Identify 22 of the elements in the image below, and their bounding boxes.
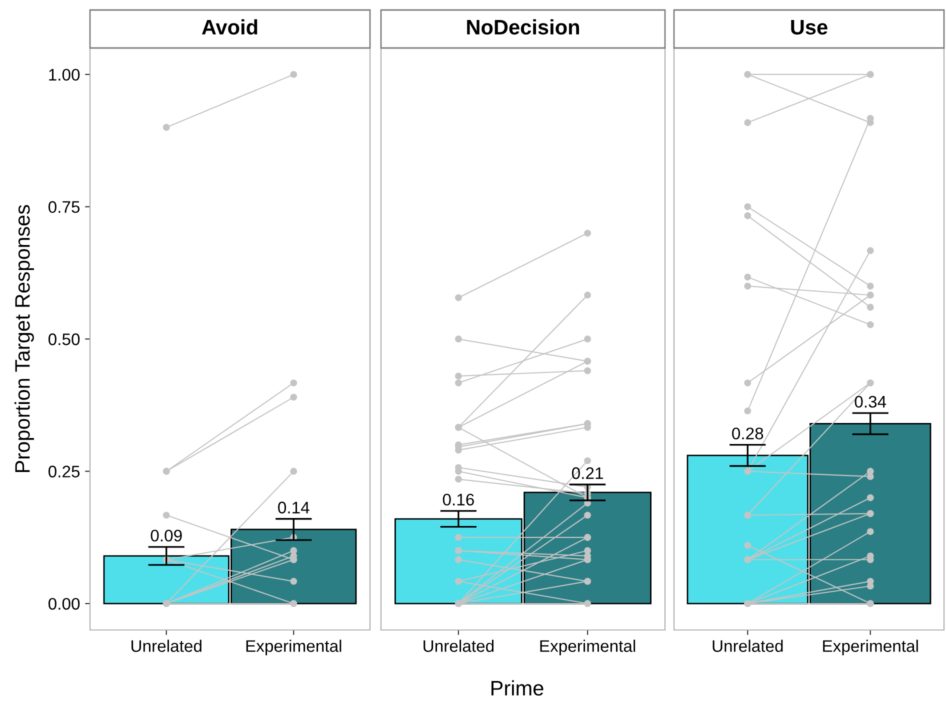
chart-title: Avoid	[202, 19, 258, 35]
data-label: 0.34	[854, 396, 886, 408]
data-label: 0.21	[572, 467, 603, 480]
x-tick-label: Unrelated	[424, 640, 494, 652]
chart-title: Use	[791, 20, 828, 35]
y-tick-label: 1.00	[49, 68, 80, 81]
x-tick-label: Unrelated	[712, 640, 783, 652]
y-tick-label: 0.50	[48, 333, 80, 346]
x-tick-label: Experimental	[823, 640, 918, 656]
y-axis-title: Proportion Target Responses	[14, 205, 34, 472]
x-tick-label: Experimental	[540, 640, 636, 656]
x-tick-label: Experimental	[246, 640, 342, 656]
data-label: 0.09	[150, 530, 182, 542]
y-tick-label: 0.00	[48, 598, 80, 610]
y-tick-label: 0.25	[48, 466, 80, 478]
data-label: 0.16	[442, 494, 474, 506]
chart-title: NoDecision	[467, 19, 580, 35]
x-axis-title: Prime	[492, 680, 544, 696]
y-tick-label: 0.75	[48, 201, 80, 213]
data-label: 0.28	[732, 428, 764, 440]
data-label: 0.14	[278, 502, 310, 514]
x-tick-label: Unrelated	[132, 640, 202, 652]
